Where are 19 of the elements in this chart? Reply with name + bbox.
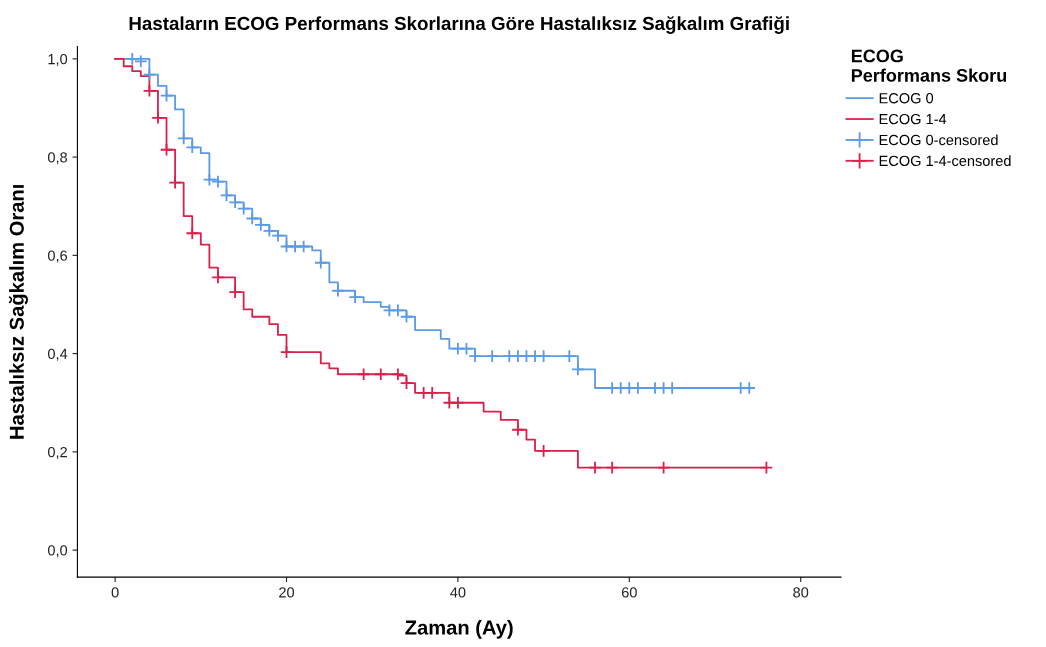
- y-axis-title: Hastalıksız Sağkalım Oranı: [8, 185, 28, 439]
- legend-title: ECOG Performans Skoru: [851, 49, 1007, 82]
- x-tick-label: 0: [111, 587, 119, 598]
- y-tick-label: 0,4: [47, 348, 68, 361]
- y-tick-label: 0,8: [47, 152, 68, 165]
- x-tick-label: 80: [793, 587, 809, 598]
- y-tick-label: 0,2: [47, 446, 67, 460]
- y-tick-label: 1,0: [48, 53, 68, 67]
- legend-label: ECOG 1-4-censored: [879, 155, 1011, 167]
- chart-title: Hastaların ECOG Performans Skorlarına Göre Hastalıksız Sağkalım Grafiği: [129, 16, 789, 34]
- legend-label: ECOG 0-censored: [879, 134, 998, 146]
- legend-label: ECOG 0: [879, 93, 934, 104]
- x-tick-label: 40: [450, 587, 466, 598]
- y-tick-label: 0,0: [47, 545, 68, 558]
- x-axis-title: Zaman (Ay): [405, 619, 513, 639]
- legend-label: ECOG 1-4: [879, 113, 947, 125]
- x-tick-label: 20: [279, 587, 295, 598]
- y-tick-label: 0,6: [47, 250, 68, 263]
- x-tick-label: 60: [621, 587, 637, 598]
